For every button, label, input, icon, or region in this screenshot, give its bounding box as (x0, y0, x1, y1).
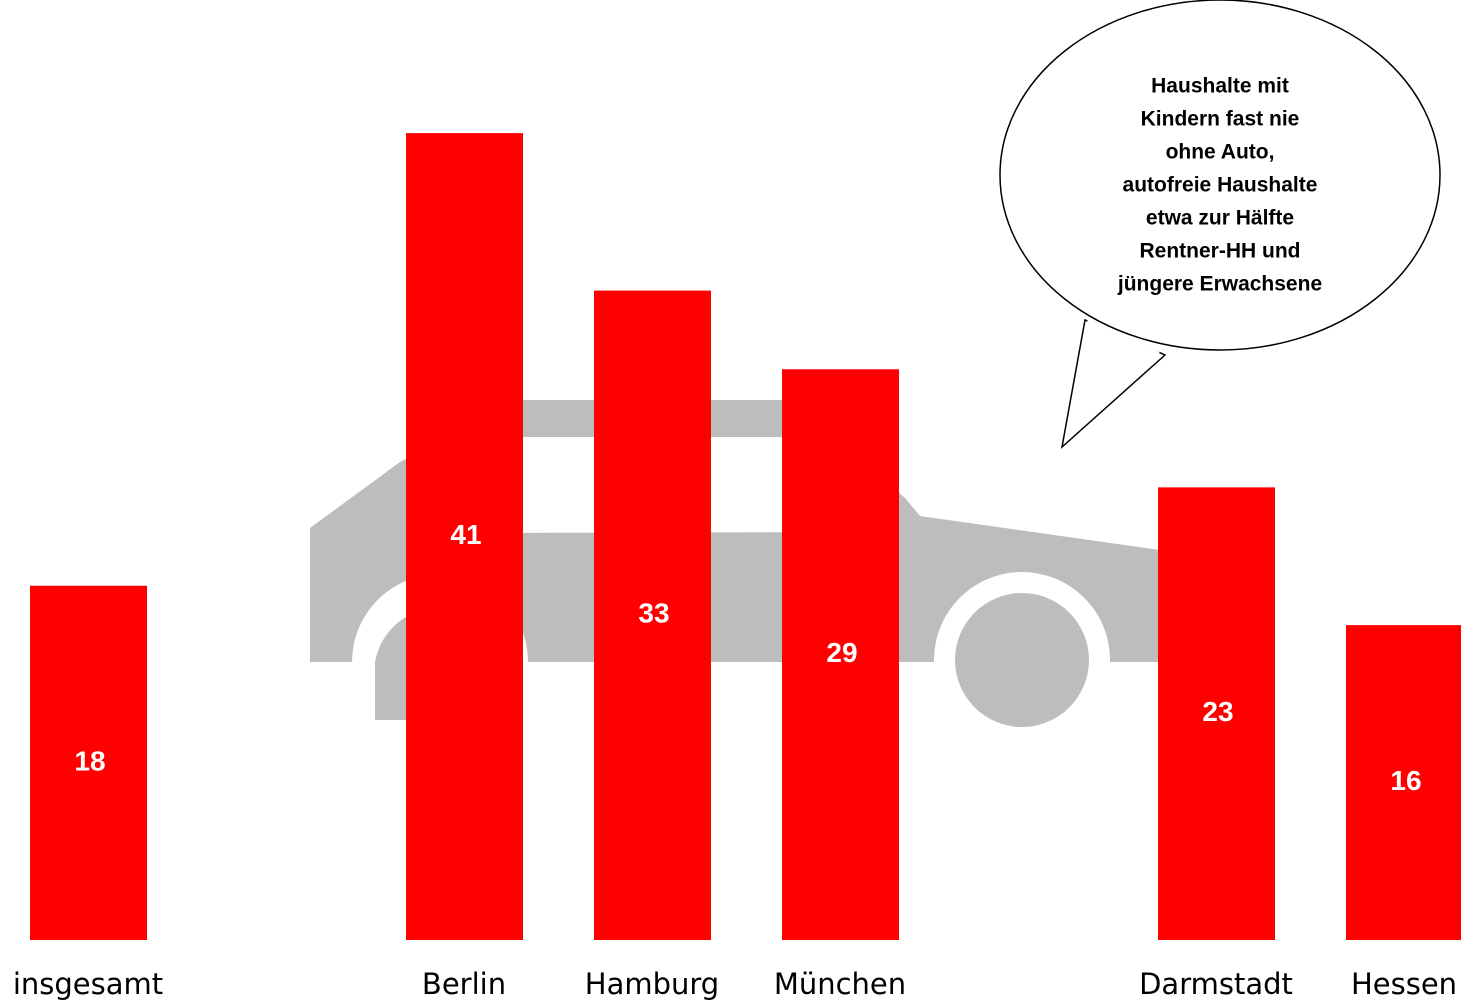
x-tick-label: Berlin (422, 967, 506, 1001)
bar (1158, 487, 1275, 940)
annotation-line: etwa zur Hälfte (1146, 207, 1294, 230)
x-tick-label: Hamburg (585, 967, 719, 1001)
value-label: 41 (450, 519, 481, 550)
annotation-line: ohne Auto, (1166, 141, 1275, 164)
annotation-line: Haushalte mit (1151, 75, 1289, 98)
x-tick-label: insgesamt (13, 967, 163, 1001)
bar (1346, 625, 1461, 940)
x-tick-label: Darmstadt (1139, 967, 1293, 1001)
bar (30, 585, 147, 940)
annotation-line: Rentner-HH und (1140, 240, 1301, 263)
annotation-line: jüngere Erwachsene (1117, 273, 1322, 296)
x-tick-label: München (774, 967, 906, 1001)
value-label: 18 (74, 745, 105, 776)
bar (406, 133, 523, 940)
annotation-line: autofreie Haushalte (1123, 174, 1318, 197)
x-tick-label: Hessen (1351, 967, 1457, 1001)
annotation-line: Kindern fast nie (1141, 108, 1300, 131)
value-label: 16 (1390, 765, 1421, 796)
value-label: 29 (826, 637, 857, 668)
value-label: 23 (1202, 696, 1233, 727)
bar (594, 290, 711, 940)
value-label: 33 (638, 598, 669, 629)
speech-bubble (999, 0, 1441, 450)
bar (782, 369, 899, 940)
